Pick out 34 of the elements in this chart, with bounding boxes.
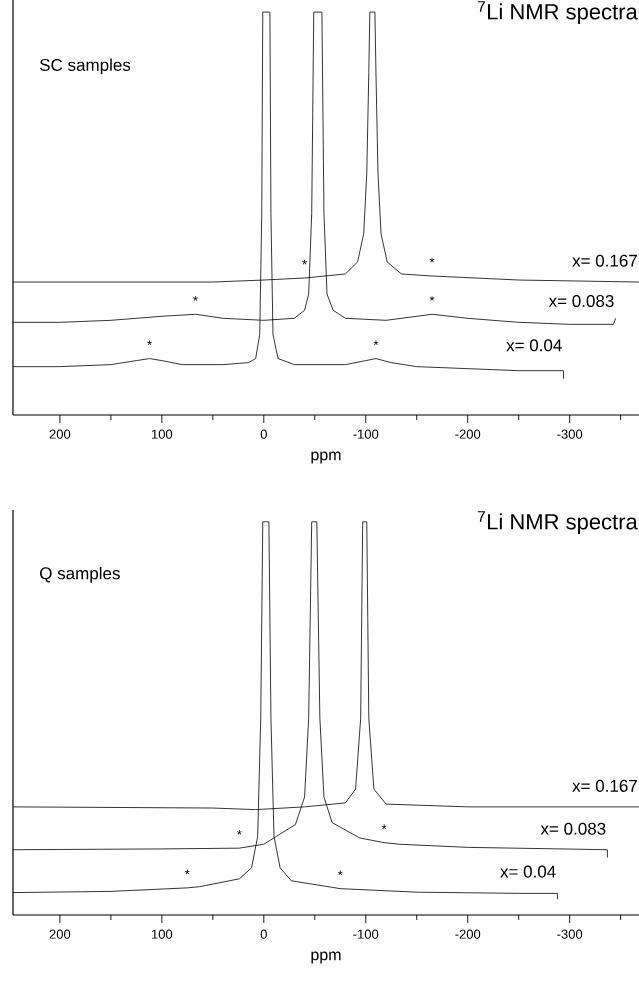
series-label: x= 0.04 — [500, 865, 556, 878]
x-tick-label: 0 — [260, 429, 267, 439]
series-label: x= 0.083 — [540, 822, 606, 835]
chart-title: $^{7}$Li NMR spectra — [477, 1, 638, 24]
annotation: * — [302, 259, 307, 265]
series-label: x= 0.04 — [506, 339, 562, 352]
annotation: Q samples — [40, 566, 120, 583]
x-tick-label: -100 — [353, 929, 379, 939]
annotation: * — [337, 870, 343, 876]
chart-title: $^{7}$Li NMR spectra — [477, 511, 638, 534]
x-tick-label: -300 — [557, 429, 583, 439]
annotation: * — [373, 340, 379, 346]
annotation: * — [185, 869, 190, 875]
x-tick-label: 200 — [49, 429, 71, 439]
annotation: * — [381, 824, 387, 830]
x-tick-label: 100 — [151, 929, 173, 939]
x-tick-label: -100 — [353, 429, 379, 439]
series-label: x= 0.167 — [572, 779, 637, 792]
x-tick-label: 200 — [49, 929, 71, 939]
annotation: * — [147, 340, 152, 346]
annotation: * — [193, 296, 198, 301]
x-axis-title: ppm — [311, 451, 341, 464]
annotation: SC samples — [40, 58, 131, 75]
x-tick-label: 0 — [260, 929, 267, 939]
x-tick-label: -200 — [455, 429, 481, 439]
annotation: * — [429, 257, 435, 263]
series-label: x= 0.083 — [548, 294, 614, 308]
annotation: * — [429, 296, 435, 301]
x-tick-label: -300 — [557, 929, 583, 939]
annotation: * — [237, 830, 242, 835]
series-label: x= 0.167 — [572, 254, 637, 267]
x-axis-title: ppm — [311, 951, 341, 964]
x-tick-label: 100 — [151, 429, 173, 439]
x-tick-label: -200 — [455, 929, 481, 939]
